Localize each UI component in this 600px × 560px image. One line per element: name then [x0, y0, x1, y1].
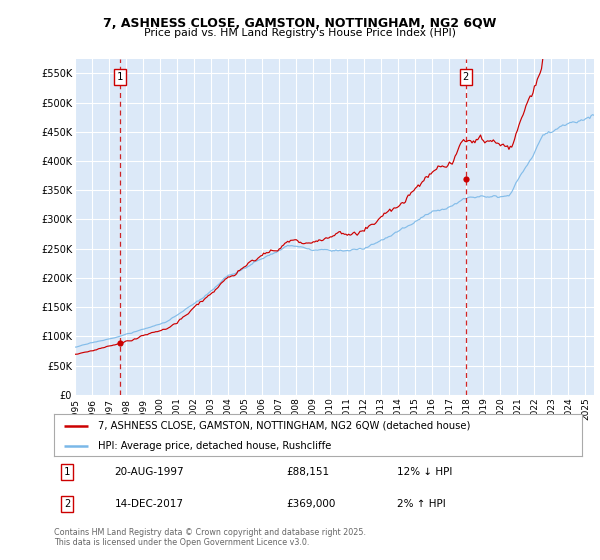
Text: 14-DEC-2017: 14-DEC-2017	[115, 499, 184, 509]
Text: 12% ↓ HPI: 12% ↓ HPI	[397, 466, 452, 477]
Text: £369,000: £369,000	[286, 499, 335, 509]
Text: 7, ASHNESS CLOSE, GAMSTON, NOTTINGHAM, NG2 6QW (detached house): 7, ASHNESS CLOSE, GAMSTON, NOTTINGHAM, N…	[98, 421, 470, 431]
Text: 2: 2	[64, 499, 70, 509]
Text: HPI: Average price, detached house, Rushcliffe: HPI: Average price, detached house, Rush…	[98, 441, 331, 451]
Text: Price paid vs. HM Land Registry's House Price Index (HPI): Price paid vs. HM Land Registry's House …	[144, 28, 456, 38]
Text: 2% ↑ HPI: 2% ↑ HPI	[397, 499, 446, 509]
Text: 20-AUG-1997: 20-AUG-1997	[115, 466, 184, 477]
Text: 2: 2	[463, 72, 469, 82]
Text: 7, ASHNESS CLOSE, GAMSTON, NOTTINGHAM, NG2 6QW: 7, ASHNESS CLOSE, GAMSTON, NOTTINGHAM, N…	[103, 17, 497, 30]
Text: 1: 1	[64, 466, 70, 477]
Text: 1: 1	[117, 72, 123, 82]
Text: Contains HM Land Registry data © Crown copyright and database right 2025.
This d: Contains HM Land Registry data © Crown c…	[54, 528, 366, 547]
Text: £88,151: £88,151	[286, 466, 329, 477]
